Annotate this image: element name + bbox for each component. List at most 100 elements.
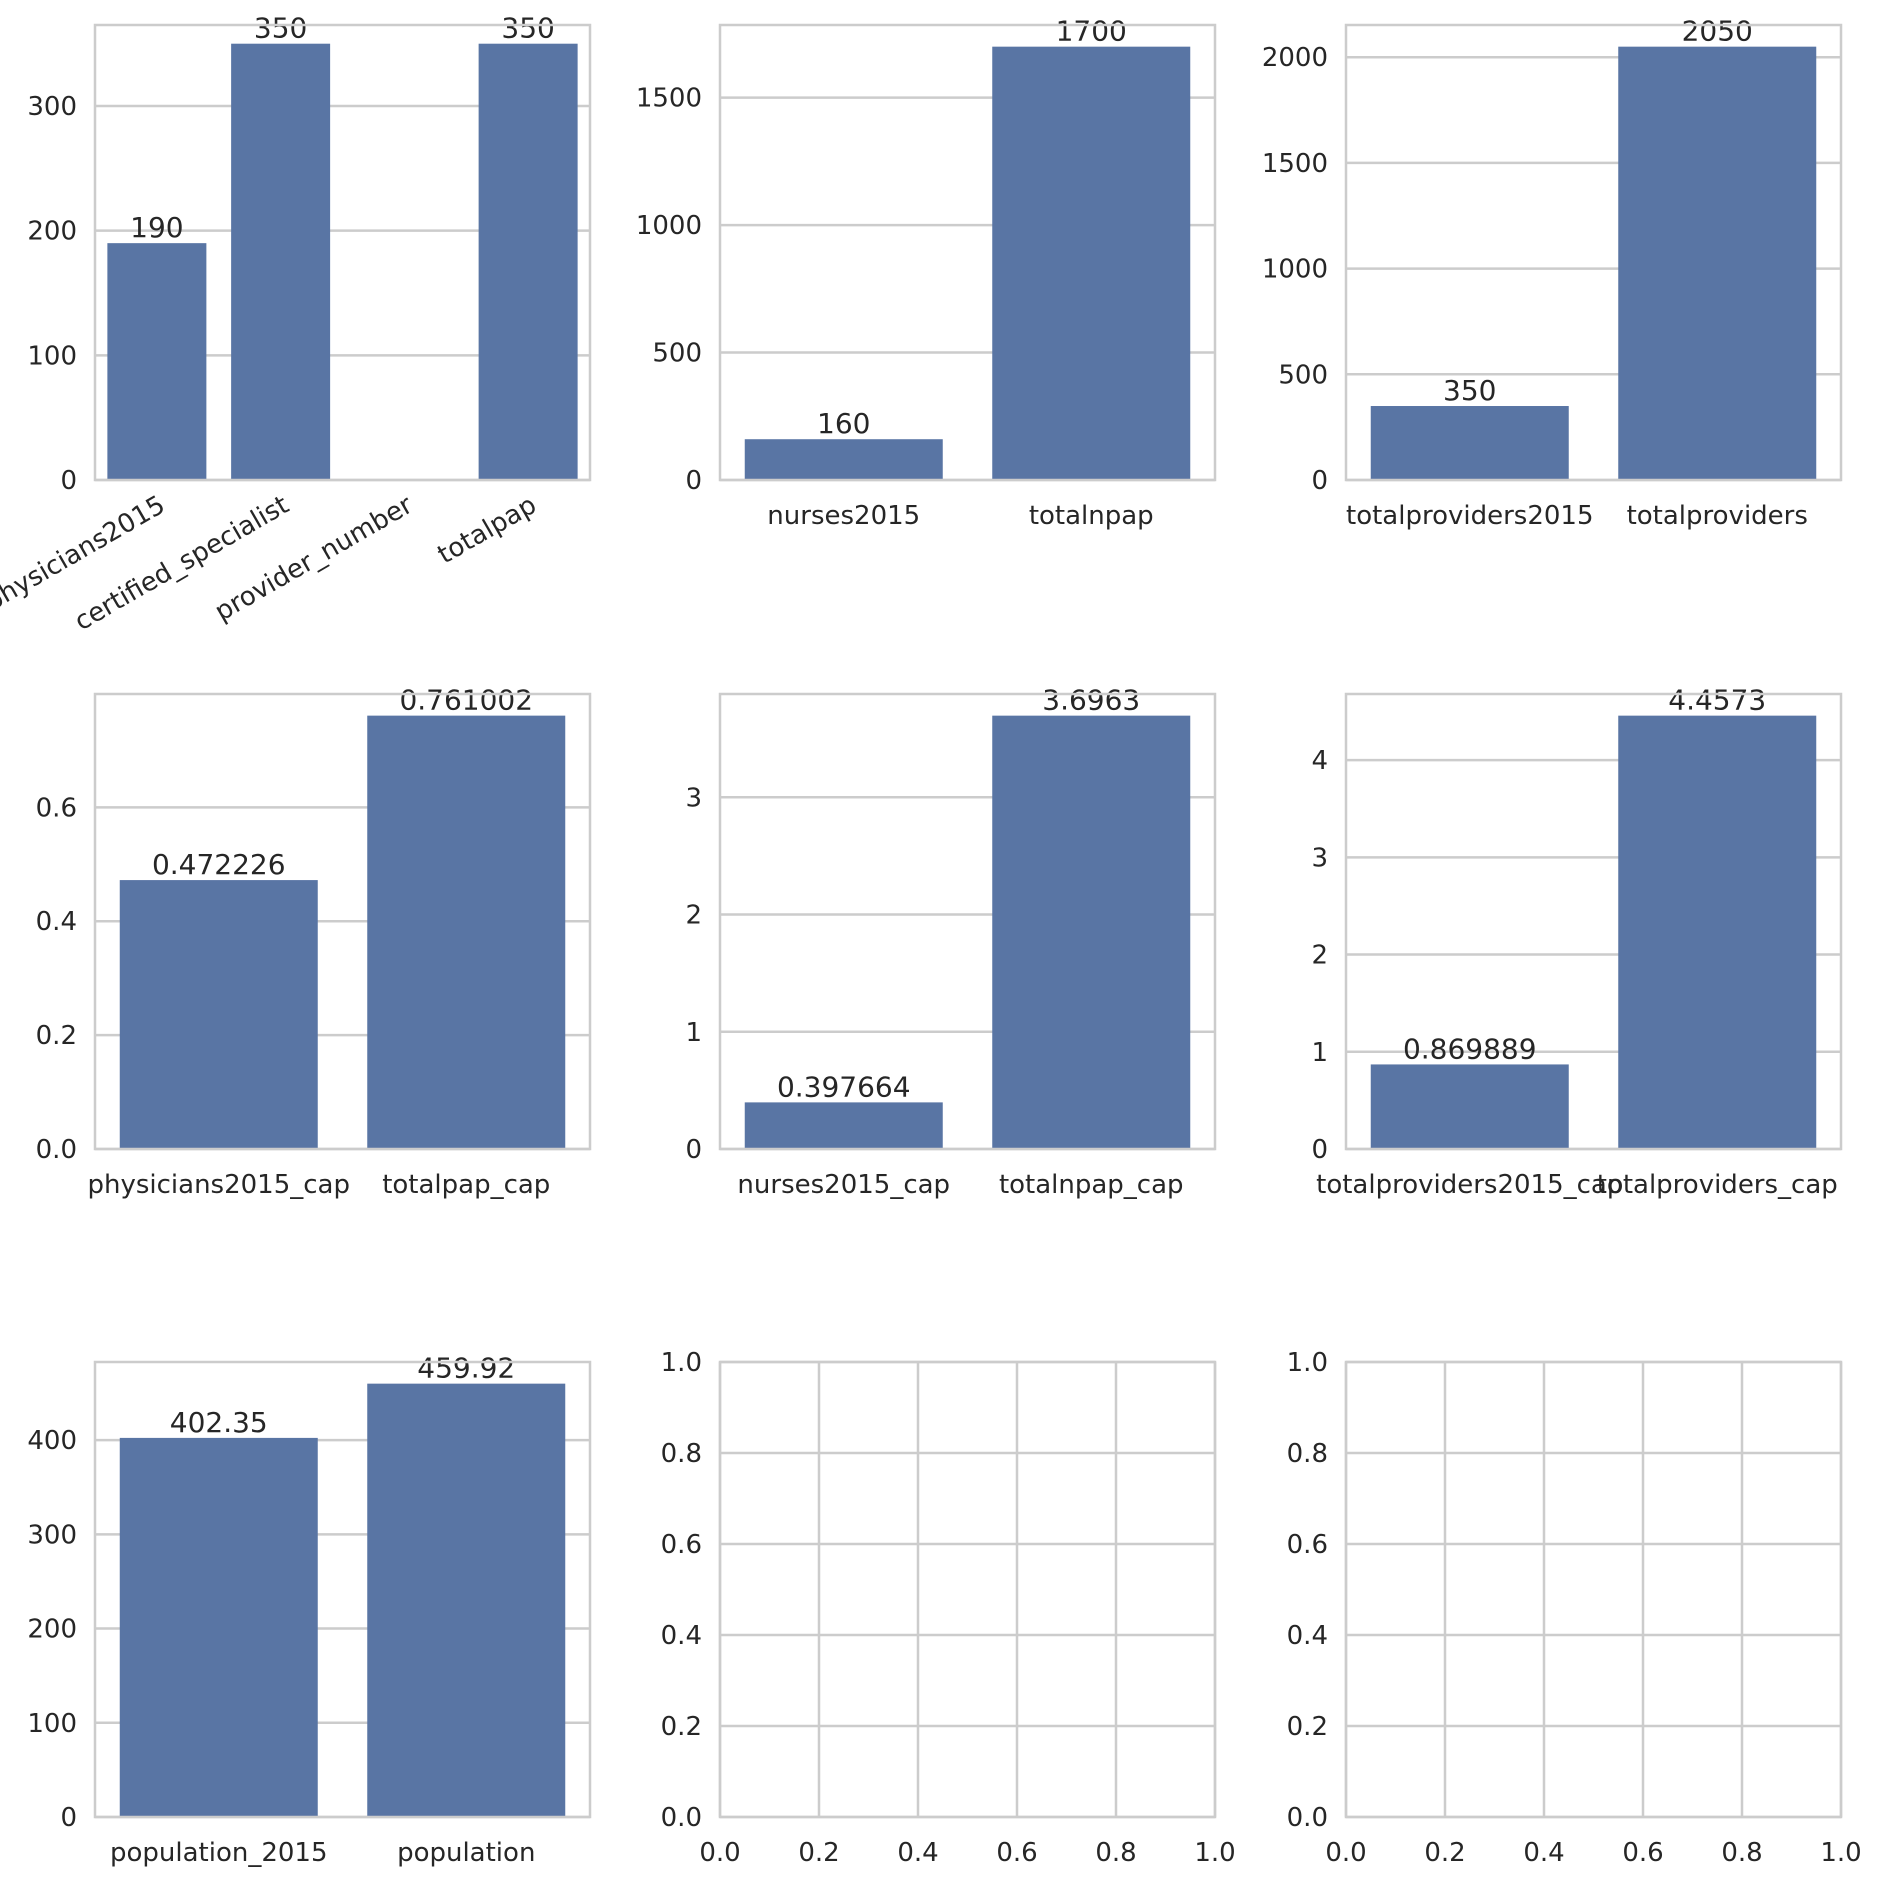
x-tick-label: 0.0 — [699, 1838, 740, 1868]
y-tick-label: 0.2 — [661, 1712, 702, 1742]
subplot-9: 0.0 0.2 0.4 0.6 0.8 1.0 0.0 0.2 0.4 0.6 0.8 1.0 — [1287, 1348, 1862, 1868]
y-tick-label: 0.2 — [1287, 1712, 1328, 1742]
y-tick-label: 0.6 — [661, 1530, 702, 1560]
axes-frame — [1344, 23, 1843, 482]
bar — [231, 43, 331, 480]
axes-frame — [1344, 692, 1843, 1151]
subplot-1: 0100200300190physicians2015350certified_… — [0, 12, 592, 637]
y-tick-label: 3 — [685, 783, 702, 813]
bar-value-label: 4.4573 — [1668, 684, 1766, 717]
subplot-4: 0.0 0.2 0.4 0.6 0.472226 physicians2015_cap 0.… — [36, 684, 592, 1200]
x-category-label: totalproviders — [1627, 501, 1808, 531]
x-tick-label: 0.6 — [996, 1838, 1037, 1868]
y-tick-label: 0 — [1311, 1135, 1328, 1165]
y-tick-label: 0.0 — [661, 1803, 702, 1833]
y-tick-label: 0.6 — [1287, 1530, 1328, 1560]
x-tick-label: 0.8 — [1721, 1838, 1762, 1868]
y-tick-label: 100 — [27, 1709, 77, 1739]
x-tick-label: 1.0 — [1820, 1838, 1861, 1868]
y-tick-label: 0 — [1311, 466, 1328, 496]
y-tick-label: 0.4 — [36, 907, 77, 937]
y-tick-label: 0.4 — [661, 1621, 702, 1651]
bar-value-label: 402.35 — [170, 1406, 268, 1439]
x-tick-label: 0.2 — [1424, 1838, 1465, 1868]
bar-value-label: 350 — [1443, 374, 1496, 407]
bar — [107, 243, 207, 480]
y-tick-label: 300 — [27, 1520, 77, 1550]
y-tick-label: 0.0 — [36, 1135, 77, 1165]
y-tick-label: 1500 — [636, 84, 702, 114]
x-tick-label: 0.4 — [1523, 1838, 1564, 1868]
x-category-label: totalpap — [433, 490, 542, 570]
bar-value-label: 1700 — [1056, 15, 1127, 48]
x-category-label: provider_number — [210, 490, 418, 628]
bar — [1618, 46, 1817, 481]
x-category-label: totalnpap_cap — [999, 1170, 1184, 1200]
x-category-label: certified_specialist — [70, 490, 295, 637]
bar — [992, 715, 1191, 1149]
y-tick-label: 1 — [1311, 1038, 1328, 1068]
y-tick-label: 0.8 — [661, 1439, 702, 1469]
x-category-label: totalpap_cap — [382, 1170, 550, 1200]
x-tick-label: 0.2 — [798, 1838, 839, 1868]
y-tick-label: 1000 — [1262, 255, 1328, 285]
subplot-5: 0 1 2 3 0.397664 nurses2015_cap 3.6963 totalnpa… — [685, 684, 1217, 1200]
bar — [1370, 1064, 1569, 1149]
x-category-label: population — [397, 1838, 535, 1868]
bar-value-label: 0.472226 — [152, 848, 286, 881]
y-tick-label: 300 — [27, 92, 77, 122]
y-tick-label: 0 — [60, 1803, 77, 1833]
bar-value-label: 0.761002 — [399, 684, 533, 717]
y-tick-label: 0.6 — [36, 793, 77, 823]
bar — [478, 43, 578, 480]
x-category-label: totalproviders2015_cap — [1316, 1170, 1623, 1200]
bar — [1370, 406, 1569, 480]
y-tick-label: 0 — [60, 466, 77, 496]
y-tick-label: 200 — [27, 1615, 77, 1645]
x-tick-label: 0.4 — [897, 1838, 938, 1868]
x-category-label: nurses2015_cap — [737, 1170, 950, 1200]
y-tick-label: 0.8 — [1287, 1439, 1328, 1469]
bar — [367, 715, 566, 1149]
y-tick-label: 100 — [27, 341, 77, 371]
x-category-label: nurses2015 — [767, 501, 920, 531]
y-tick-label: 2 — [1311, 941, 1328, 971]
bar — [744, 1102, 943, 1149]
y-tick-label: 1.0 — [661, 1348, 702, 1378]
bar-value-label: 350 — [501, 12, 554, 45]
subplot-7: 0 100 200 300 400 402.35 population_2015 459.92… — [27, 1352, 592, 1868]
y-tick-label: 4 — [1311, 746, 1328, 776]
y-tick-label: 3 — [1311, 843, 1328, 873]
y-tick-label: 0 — [685, 466, 702, 496]
bar-value-label: 350 — [254, 12, 307, 45]
subplot-2: 0 500 1000 1500 160 nurses2015 1700 totalnpap — [636, 15, 1217, 531]
bar — [367, 1383, 566, 1817]
y-tick-label: 0.4 — [1287, 1621, 1328, 1651]
x-category-label: totalproviders2015 — [1346, 501, 1594, 531]
y-tick-label: 0 — [685, 1135, 702, 1165]
y-tick-label: 1500 — [1262, 149, 1328, 179]
x-category-label: totalnpap — [1029, 501, 1154, 531]
bar-value-label: 190 — [130, 211, 183, 244]
subplot-8: 0.0 0.2 0.4 0.6 0.8 1.0 0.0 0.2 0.4 0.6 0.8 1.0 — [661, 1348, 1236, 1868]
y-tick-label: 500 — [1278, 360, 1328, 390]
x-category-label: population_2015 — [110, 1838, 328, 1868]
y-tick-label: 1.0 — [1287, 1348, 1328, 1378]
x-tick-label: 0.6 — [1622, 1838, 1663, 1868]
y-tick-label: 1000 — [636, 211, 702, 241]
bar-value-label: 2050 — [1682, 15, 1753, 48]
x-category-label: physicians2015_cap — [87, 1170, 350, 1200]
subplot-3: 0 500 1000 1500 2000 350 totalproviders2015 205… — [1262, 15, 1843, 531]
axes-frame — [1344, 1360, 1843, 1819]
y-tick-label: 2000 — [1262, 43, 1328, 73]
axes-frame — [93, 692, 592, 1151]
bar — [119, 1437, 318, 1817]
y-tick-label: 500 — [652, 339, 702, 369]
bar — [1618, 715, 1817, 1149]
bar — [744, 439, 943, 480]
bar-value-label: 160 — [817, 407, 870, 440]
x-tick-label: 1.0 — [1194, 1838, 1235, 1868]
bar-value-label: 459.92 — [417, 1352, 515, 1385]
bar — [992, 46, 1191, 481]
